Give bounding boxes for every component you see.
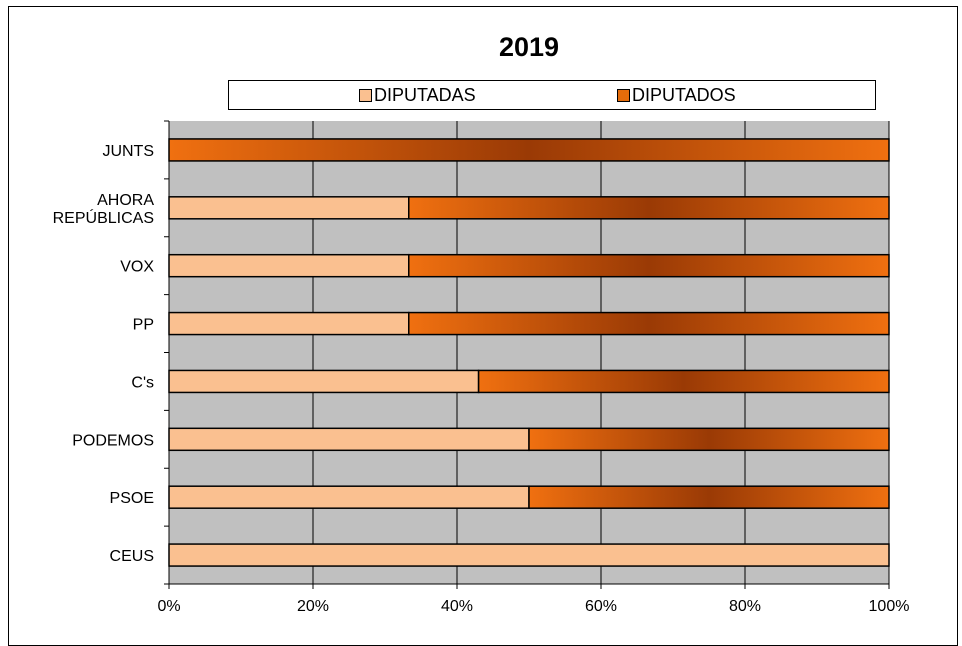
category-label: PSOE xyxy=(110,490,154,507)
chart-title: 2019 xyxy=(498,32,560,62)
bar-diputadas xyxy=(168,485,530,509)
legend-label-diputados: DIPUTADOS xyxy=(632,85,736,105)
tick-label-x: 60% xyxy=(585,598,617,615)
tick-label-x: 20% xyxy=(297,598,329,615)
bar-diputados xyxy=(477,369,890,394)
category-label: CEUS xyxy=(110,548,154,565)
bar-diputadas xyxy=(168,311,410,336)
category-label: PP xyxy=(133,317,154,334)
legend-swatch-diputados xyxy=(617,89,630,102)
category-label: REPÚBLICAS xyxy=(53,208,154,227)
category-label: VOX xyxy=(120,259,154,276)
category-label: C's xyxy=(131,374,154,391)
bar-diputadas xyxy=(168,427,530,452)
plot-area xyxy=(169,121,889,584)
bar-diputados xyxy=(528,427,890,452)
tick-label-x: 100% xyxy=(869,598,910,615)
category-label: JUNTS xyxy=(102,143,154,160)
bar-diputados xyxy=(408,253,890,278)
tick-label-x: 0% xyxy=(157,598,180,615)
bar-diputados xyxy=(528,485,890,509)
tick-label-x: 80% xyxy=(729,598,761,615)
bar-diputados xyxy=(168,138,890,162)
tick-label-x: 40% xyxy=(441,598,473,615)
legend-item-diputados: DIPUTADOS xyxy=(617,85,736,106)
bar-diputadas xyxy=(168,253,410,278)
bar-diputados xyxy=(408,196,890,220)
bar-diputados xyxy=(408,311,890,336)
legend-swatch-diputadas xyxy=(359,89,372,102)
bar-diputadas xyxy=(168,196,410,220)
bar-diputadas xyxy=(168,369,480,394)
legend-item-diputadas: DIPUTADAS xyxy=(359,85,476,106)
legend-label-diputadas: DIPUTADAS xyxy=(374,85,476,105)
bar-diputadas xyxy=(168,543,890,567)
chart-legend: DIPUTADAS DIPUTADOS xyxy=(228,80,876,110)
category-label: AHORA xyxy=(97,192,154,209)
category-label: PODEMOS xyxy=(72,432,154,449)
